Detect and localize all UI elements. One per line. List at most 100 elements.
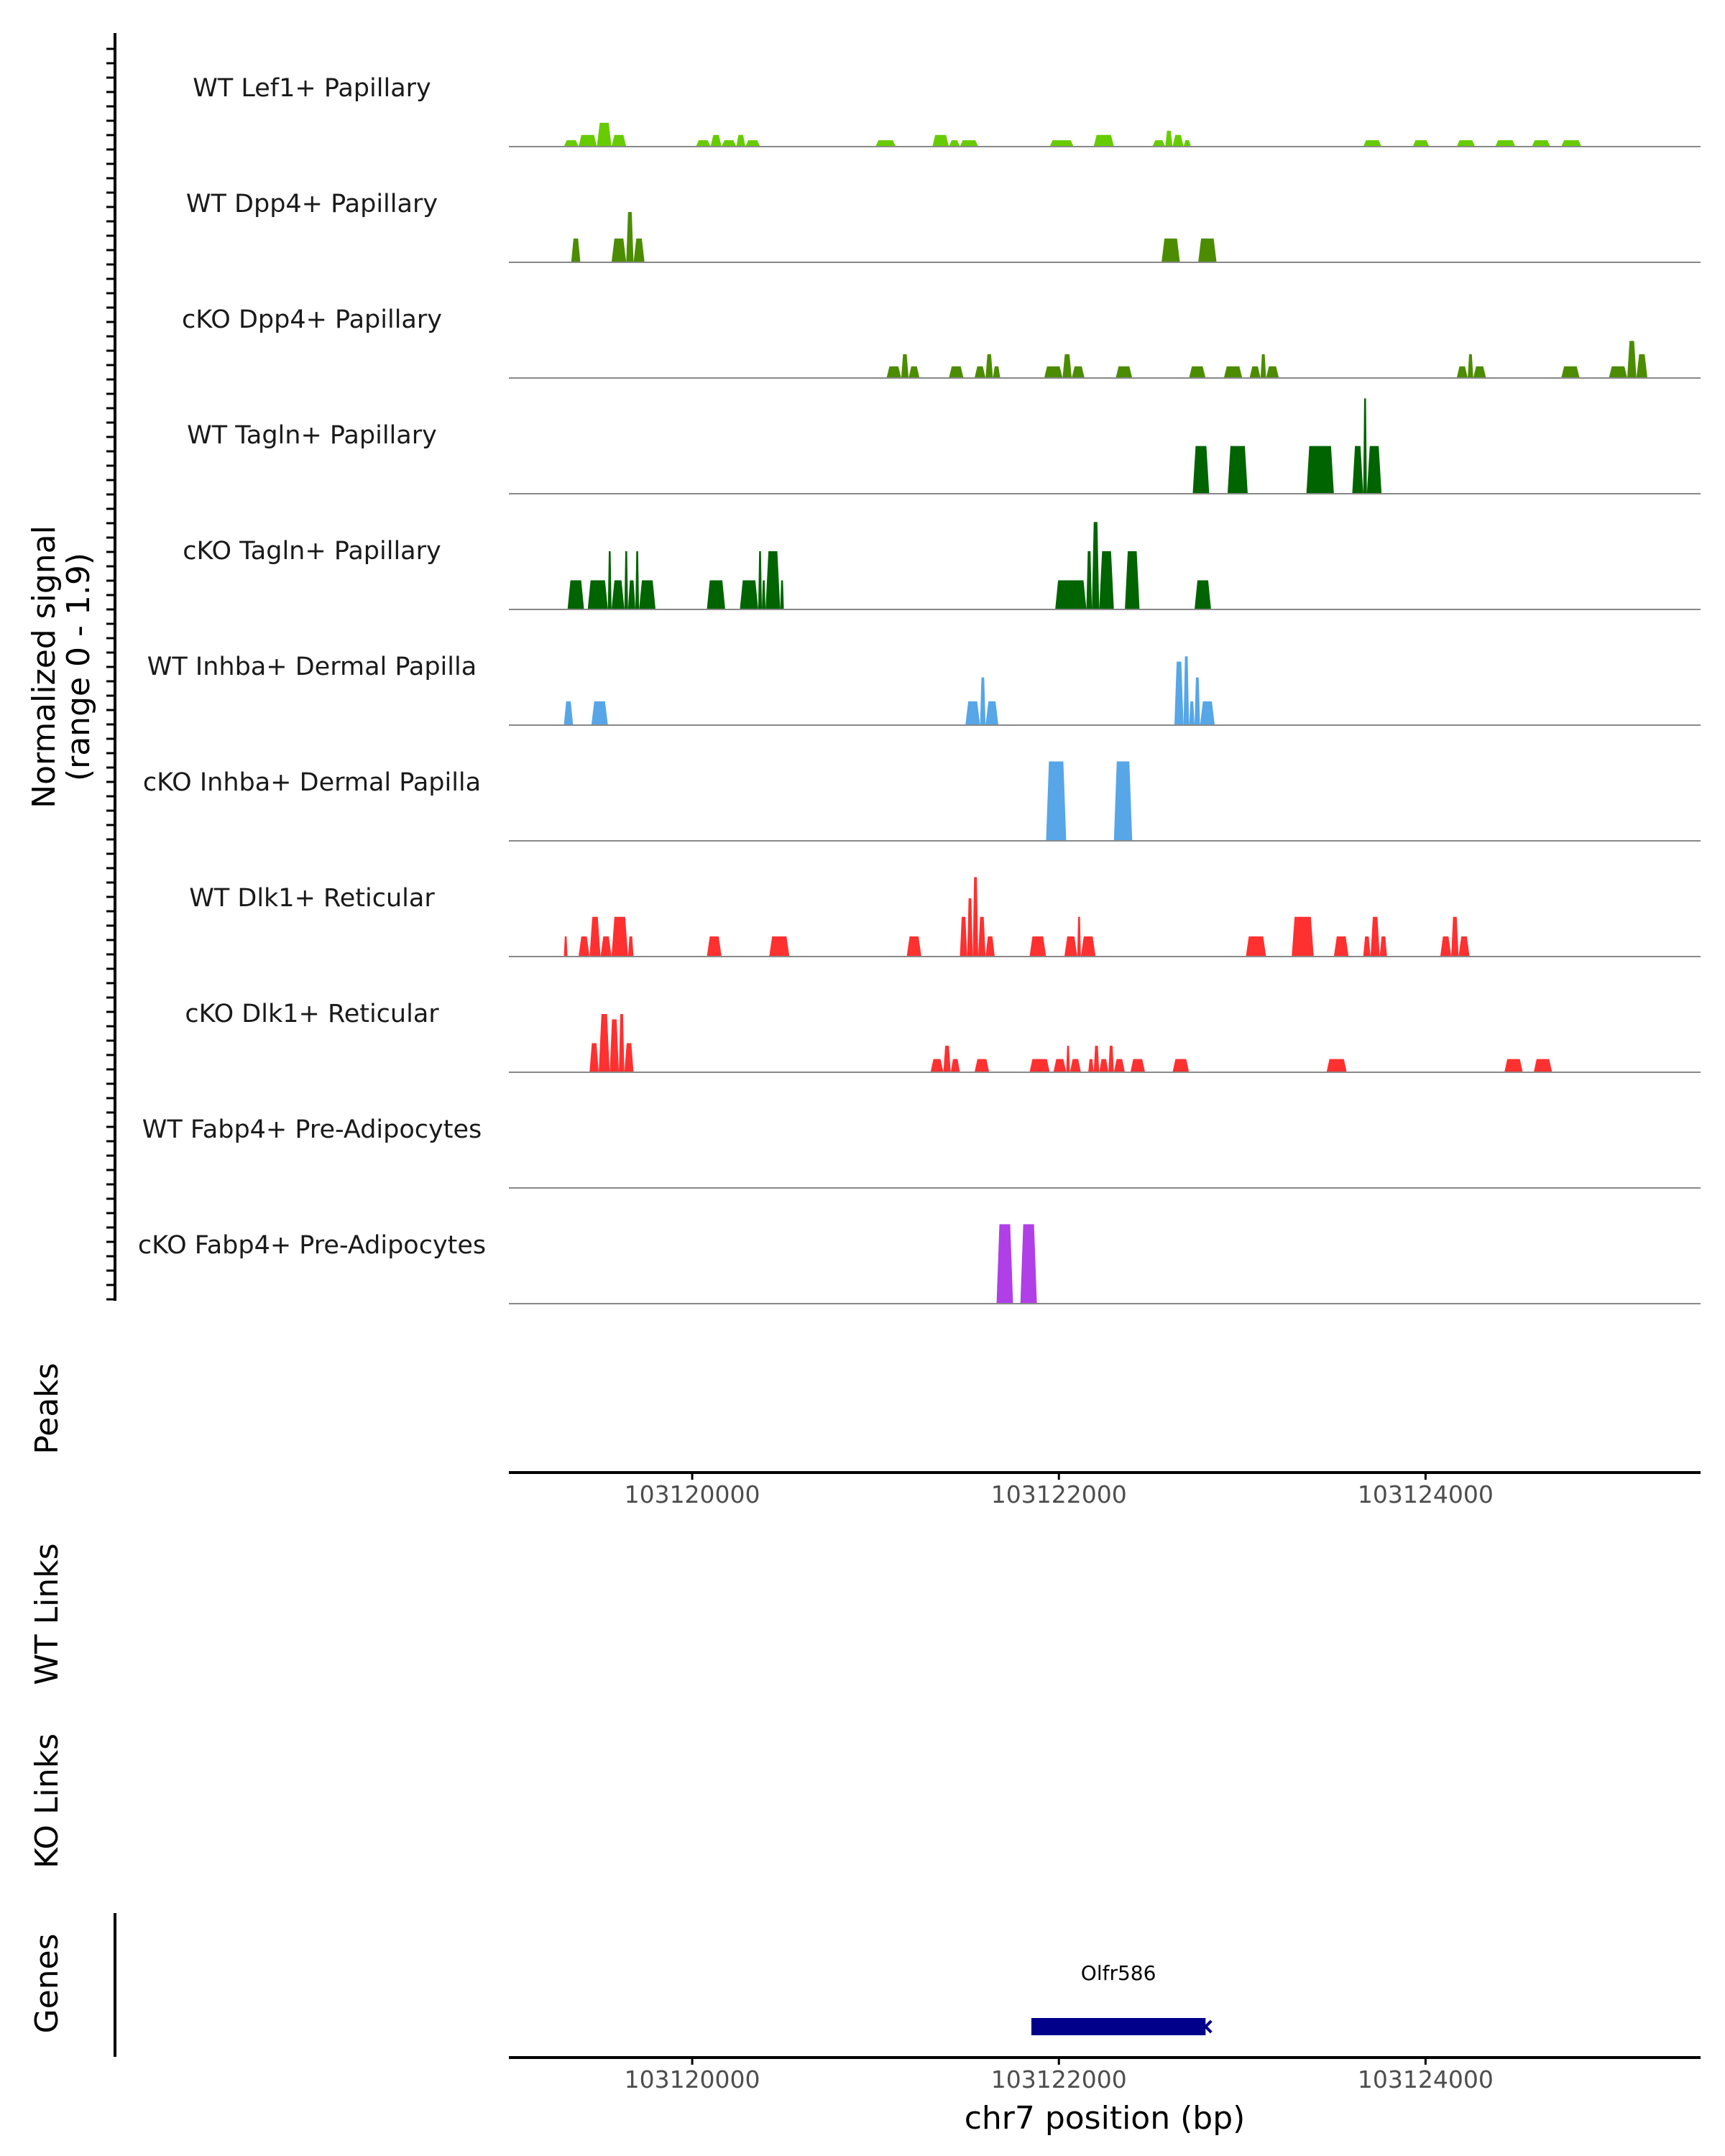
coverage-block	[1172, 134, 1184, 147]
coverage-block	[626, 212, 634, 262]
track-7: WT Dlk1+ Reticular	[189, 877, 1701, 957]
coverage-block	[745, 140, 760, 147]
coverage-block	[974, 1059, 990, 1072]
coverage-block	[1504, 1059, 1523, 1072]
coverage-block	[1086, 550, 1092, 609]
coverage-block	[960, 916, 967, 957]
coverage-block	[578, 134, 597, 147]
coverage-block	[1363, 936, 1371, 957]
track-6: cKO Inhba+ Dermal Papilla	[143, 761, 1701, 842]
coverage-block	[1352, 446, 1363, 494]
coverage-block	[1533, 1059, 1552, 1072]
coverage-block	[607, 550, 612, 609]
coverage-tracks: WT Lef1+ Papillary WT Dpp4+ Papillary cKO …	[138, 74, 1701, 1304]
x-tick-label: 103120000	[625, 2065, 760, 2093]
x-tick-label: 103124000	[1358, 1480, 1494, 1508]
coverage-block	[1246, 936, 1266, 957]
coverage-block	[1223, 366, 1243, 378]
coverage-block	[985, 936, 995, 957]
coverage-block	[996, 1224, 1013, 1304]
track-label: WT Lef1+ Papillary	[193, 74, 431, 103]
coverage-block	[627, 936, 634, 957]
coverage-block	[600, 936, 612, 957]
track-label: WT Tagln+ Papillary	[187, 421, 437, 450]
coverage-block	[1366, 446, 1382, 494]
coverage-block	[1189, 366, 1206, 378]
coverage-block	[1093, 1046, 1100, 1072]
genes-x-axis-ticks: 103120000 103122000 103124000	[625, 2058, 1494, 2093]
coverage-block	[1092, 522, 1100, 609]
track-label: WT Fabp4+ Pre-Adipocytes	[142, 1115, 482, 1144]
coverage-block	[1363, 140, 1382, 147]
coverage-block	[1468, 354, 1473, 378]
coverage-block	[736, 134, 746, 147]
coverage-block	[591, 701, 608, 725]
coverage-block	[633, 238, 645, 262]
coverage-block	[950, 1059, 960, 1072]
coverage-block	[1046, 761, 1067, 841]
coverage-block	[1077, 916, 1081, 957]
coverage-block	[1044, 366, 1063, 378]
coverage-block	[985, 354, 993, 378]
coverage-block	[1152, 140, 1166, 147]
coverage-block	[1049, 140, 1074, 147]
coverage-block	[1456, 140, 1476, 147]
coverage-block	[1636, 354, 1648, 378]
coverage-block	[1113, 761, 1133, 841]
coverage-block	[1062, 354, 1072, 378]
y-axis-label-line2: (range 0 - 1.9)	[60, 553, 97, 781]
coverage-block	[610, 1019, 620, 1072]
coverage-block	[1412, 140, 1430, 147]
coverage-block	[1053, 1059, 1067, 1072]
coverage-block	[901, 354, 909, 378]
coverage-block	[1029, 936, 1046, 957]
coverage-block	[1200, 701, 1215, 725]
coverage-y-axis	[106, 33, 116, 1301]
coverage-block	[932, 134, 949, 147]
coverage-block	[974, 366, 986, 378]
coverage-block	[1088, 1059, 1094, 1072]
coverage-block	[949, 366, 964, 378]
coverage-block	[1292, 916, 1314, 957]
coverage-block	[564, 936, 568, 957]
coverage-block	[1192, 446, 1210, 494]
track-1: WT Dpp4+ Papillary	[186, 190, 1701, 263]
coverage-block	[1189, 701, 1195, 725]
track-label: WT Inhba+ Dermal Papilla	[147, 653, 477, 681]
coverage-block	[639, 580, 656, 609]
coverage-block	[1099, 1059, 1109, 1072]
coverage-block	[1183, 140, 1191, 147]
coverage-block	[1020, 1224, 1037, 1304]
coverage-block	[765, 550, 781, 609]
coverage-block	[1458, 936, 1470, 957]
coverage-block	[1070, 1059, 1081, 1072]
coverage-block	[707, 580, 725, 609]
track-label: WT Dpp4+ Papillary	[186, 190, 438, 218]
coverage-block	[1172, 1059, 1190, 1072]
track-label: cKO Inhba+ Dermal Papilla	[143, 768, 481, 797]
coverage-block	[1561, 140, 1582, 147]
coverage-block	[1306, 446, 1334, 494]
coverage-block	[598, 1013, 610, 1072]
coverage-block	[1495, 140, 1516, 147]
coverage-block	[930, 1059, 944, 1072]
coverage-block	[740, 580, 758, 609]
track-5: WT Inhba+ Dermal Papilla	[147, 653, 1701, 726]
coverage-block	[611, 580, 625, 609]
coverage-block	[635, 550, 640, 609]
coverage-block	[1080, 936, 1096, 957]
coverage-block	[1108, 1046, 1114, 1072]
gene-annotation	[1031, 2018, 1213, 2035]
coverage-block	[1174, 661, 1184, 725]
x-axis-label: chr7 position (bp)	[965, 2100, 1246, 2137]
coverage-block	[1561, 366, 1580, 378]
coverage-block	[707, 936, 722, 957]
coverage-block	[1363, 398, 1367, 494]
coverage-block	[1627, 341, 1637, 378]
coverage-block	[1183, 656, 1190, 725]
coverage-block	[1473, 366, 1486, 378]
track-0: WT Lef1+ Papillary	[193, 74, 1701, 147]
coverage-block	[571, 238, 581, 262]
x-tick-label: 103124000	[1358, 2065, 1494, 2093]
